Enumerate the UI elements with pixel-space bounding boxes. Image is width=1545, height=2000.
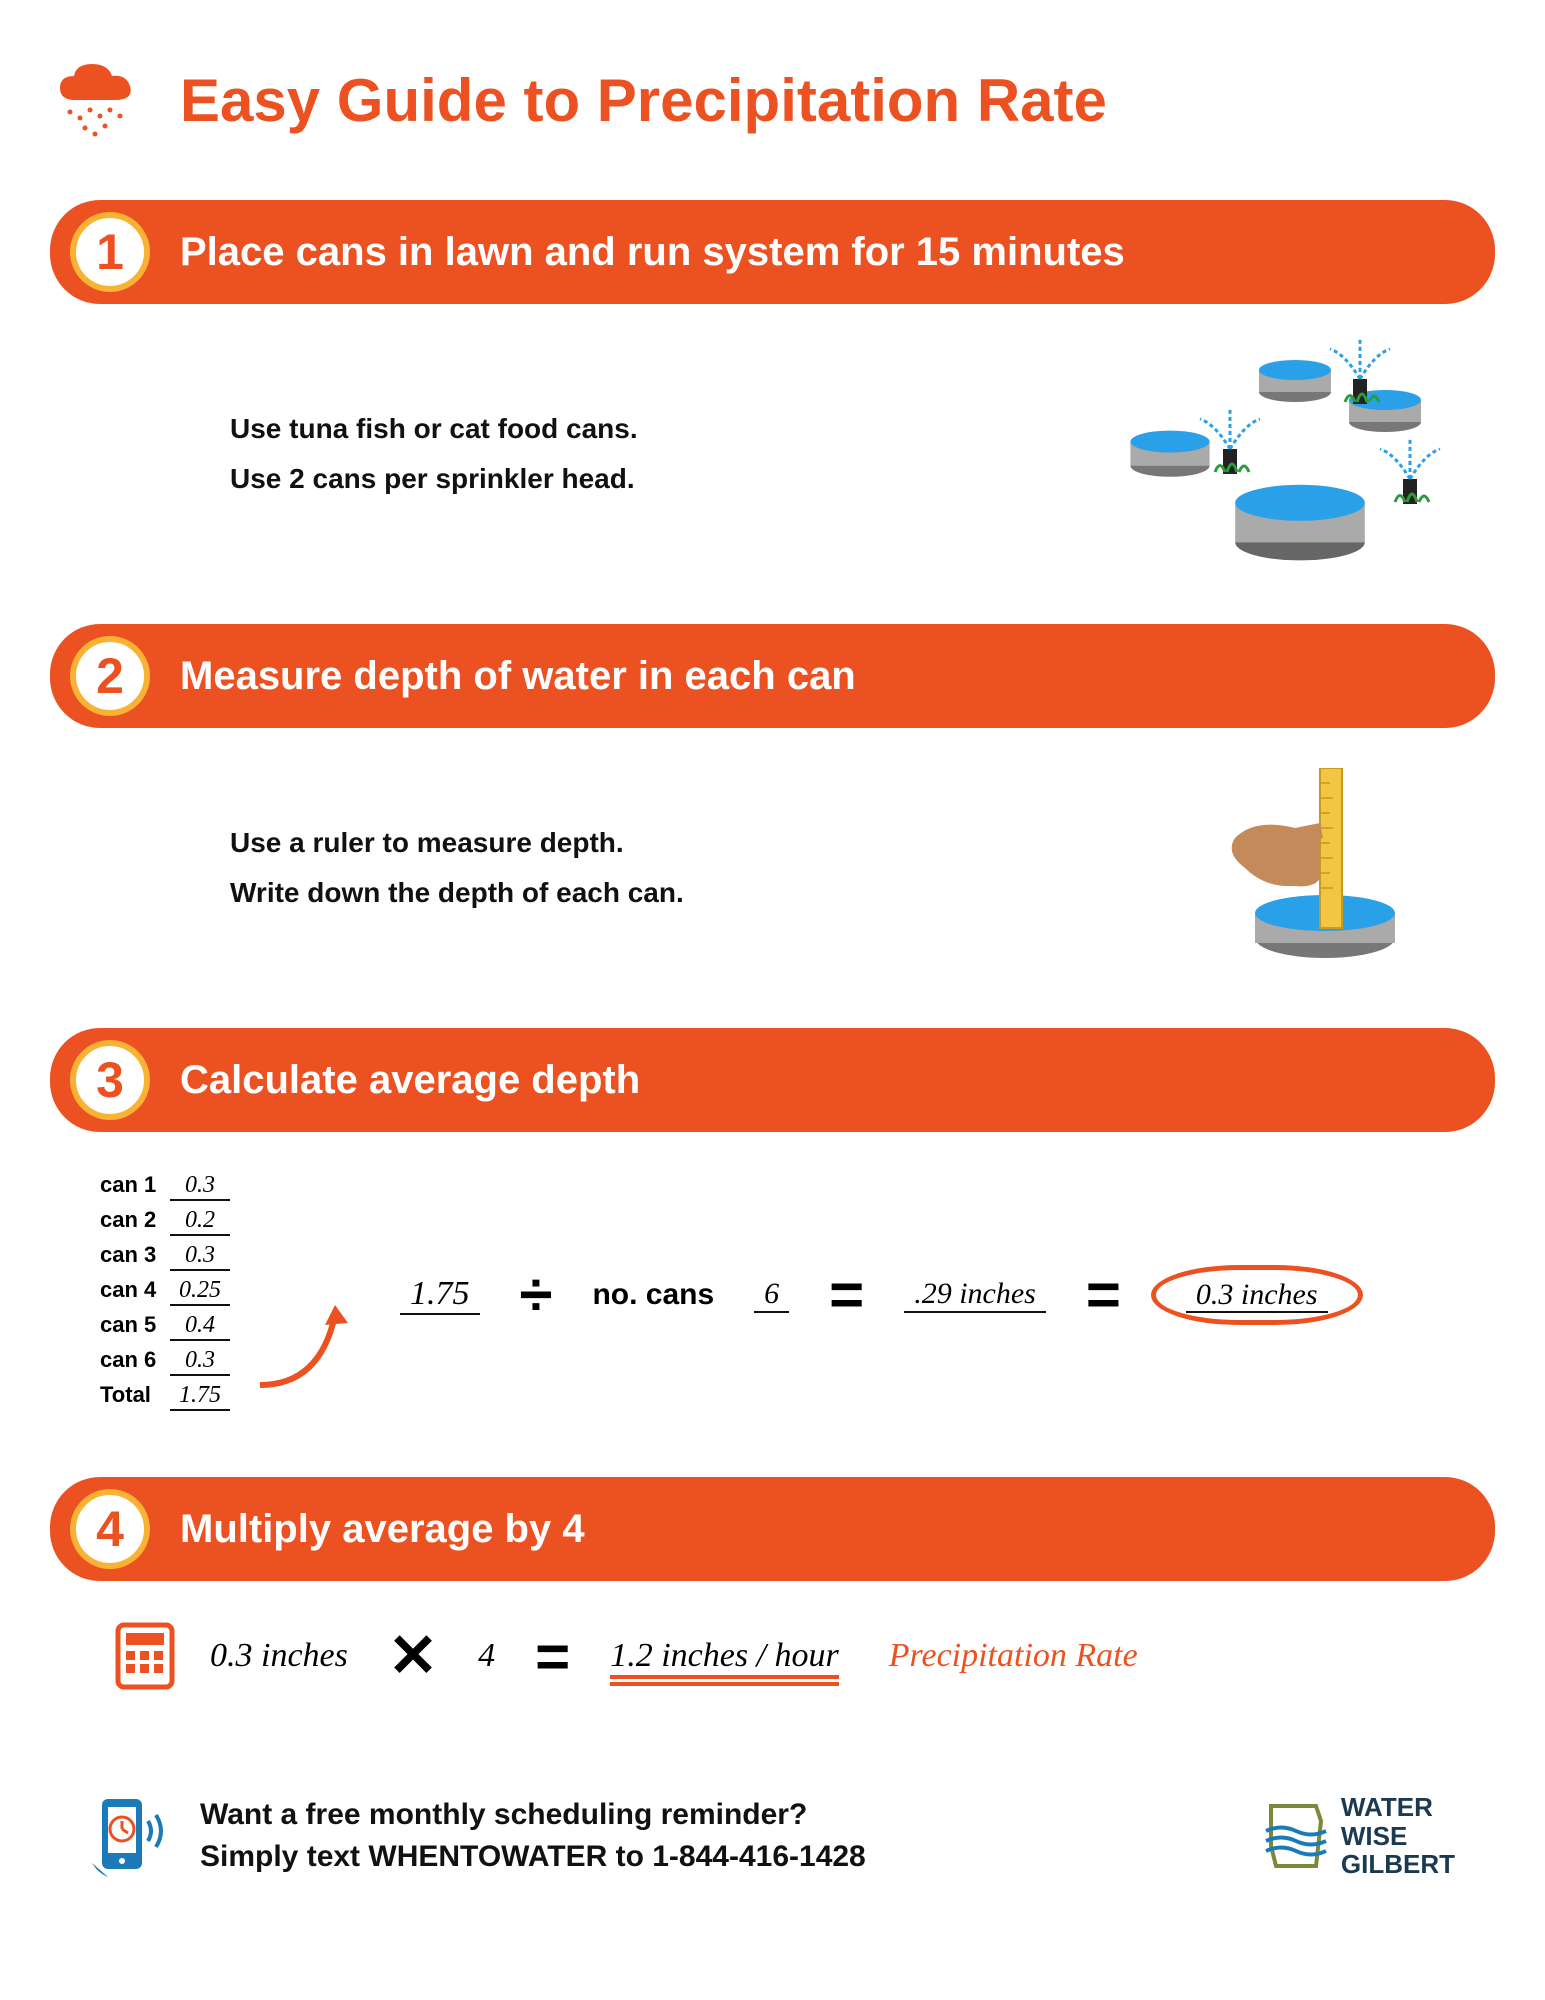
step-4-body: 0.3 inches ✕ 4 = 1.2 inches / hour Preci… xyxy=(50,1621,1495,1771)
footer-line-1: Want a free monthly scheduling reminder? xyxy=(200,1794,866,1836)
precipitation-rate-label: Precipitation Rate xyxy=(889,1637,1138,1675)
equals-symbol-3: = xyxy=(535,1622,570,1691)
step-2-bar: 2 Measure depth of water in each can xyxy=(50,624,1495,728)
step-2-title: Measure depth of water in each can xyxy=(180,654,856,699)
step-4-number: 4 xyxy=(70,1489,150,1569)
step-3-number: 3 xyxy=(70,1040,150,1120)
can-2-value: 0.2 xyxy=(170,1207,230,1236)
equals-symbol-1: = xyxy=(829,1260,864,1329)
water-wise-gilbert-logo: WATER WISE GILBERT xyxy=(1261,1793,1455,1879)
footer: Want a free monthly scheduling reminder?… xyxy=(50,1771,1495,1901)
step-1-number: 1 xyxy=(70,212,150,292)
cloud-rain-icon xyxy=(50,60,150,140)
arrow-icon xyxy=(250,1275,370,1395)
can-5-label: can 5 xyxy=(100,1312,170,1338)
can-6-label: can 6 xyxy=(100,1347,170,1373)
num-cans-value: 6 xyxy=(754,1277,789,1313)
step-1-bar: 1 Place cans in lawn and run system for … xyxy=(50,200,1495,304)
multiply-symbol: ✕ xyxy=(388,1621,438,1691)
total-label: Total xyxy=(100,1382,170,1408)
footer-line-2: Simply text WHENTOWATER to 1-844-416-142… xyxy=(200,1836,866,1878)
footer-text: Want a free monthly scheduling reminder?… xyxy=(200,1794,866,1878)
step-4-title: Multiply average by 4 xyxy=(180,1507,585,1552)
step-3-bar: 3 Calculate average depth xyxy=(50,1028,1495,1132)
step-3-body: can 10.3 can 20.2 can 30.3 can 40.25 can… xyxy=(50,1172,1495,1477)
can-4-label: can 4 xyxy=(100,1277,170,1303)
can-3-value: 0.3 xyxy=(170,1242,230,1271)
step-2-line-1: Use a ruler to measure depth. xyxy=(230,818,1115,868)
step-1-text: Use tuna fish or cat food cans. Use 2 ca… xyxy=(230,404,1035,505)
average-rounded: 0.3 inches xyxy=(1186,1278,1328,1313)
can-measurements-list: can 10.3 can 20.2 can 30.3 can 40.25 can… xyxy=(100,1172,230,1417)
can-5-value: 0.4 xyxy=(170,1312,230,1341)
step-2-number: 2 xyxy=(70,636,150,716)
phone-reminder-icon xyxy=(90,1791,170,1881)
total-value: 1.75 xyxy=(170,1382,230,1411)
step4-result: 1.2 inches / hour xyxy=(610,1637,839,1675)
step-1-line-1: Use tuna fish or cat food cans. xyxy=(230,404,1035,454)
can-1-value: 0.3 xyxy=(170,1172,230,1201)
can-3-label: can 3 xyxy=(100,1242,170,1268)
no-cans-label: no. cans xyxy=(592,1278,714,1312)
step-1-body: Use tuna fish or cat food cans. Use 2 ca… xyxy=(50,344,1495,624)
step-3-title: Calculate average depth xyxy=(180,1058,640,1103)
step-2-text: Use a ruler to measure depth. Write down… xyxy=(230,818,1115,919)
can-2-label: can 2 xyxy=(100,1207,170,1233)
step-1-title: Place cans in lawn and run system for 15… xyxy=(180,230,1125,275)
divide-symbol: ÷ xyxy=(520,1260,553,1329)
page-title: Easy Guide to Precipitation Rate xyxy=(180,66,1107,135)
logo-line-2: WISE xyxy=(1341,1822,1455,1851)
average-raw: .29 inches xyxy=(904,1277,1046,1313)
logo-line-1: WATER xyxy=(1341,1793,1455,1822)
average-rounded-circle: 0.3 inches xyxy=(1151,1265,1363,1325)
step-2-body: Use a ruler to measure depth. Write down… xyxy=(50,768,1495,1028)
step-4-bar: 4 Multiply average by 4 xyxy=(50,1477,1495,1581)
logo-line-3: GILBERT xyxy=(1341,1850,1455,1879)
step-1-line-2: Use 2 cans per sprinkler head. xyxy=(230,454,1035,504)
can-6-value: 0.3 xyxy=(170,1347,230,1376)
sum-value: 1.75 xyxy=(400,1275,480,1315)
step4-input: 0.3 inches xyxy=(210,1637,348,1675)
page-header: Easy Guide to Precipitation Rate xyxy=(50,60,1495,140)
sprinkler-cans-illustration xyxy=(1095,344,1435,564)
ruler-hand-illustration xyxy=(1175,768,1435,968)
equals-symbol-2: = xyxy=(1086,1260,1121,1329)
can-1-label: can 1 xyxy=(100,1172,170,1198)
calculator-icon xyxy=(110,1621,180,1691)
step-2-line-2: Write down the depth of each can. xyxy=(230,868,1115,918)
can-4-value: 0.25 xyxy=(170,1277,230,1306)
step4-multiplier: 4 xyxy=(478,1637,495,1675)
